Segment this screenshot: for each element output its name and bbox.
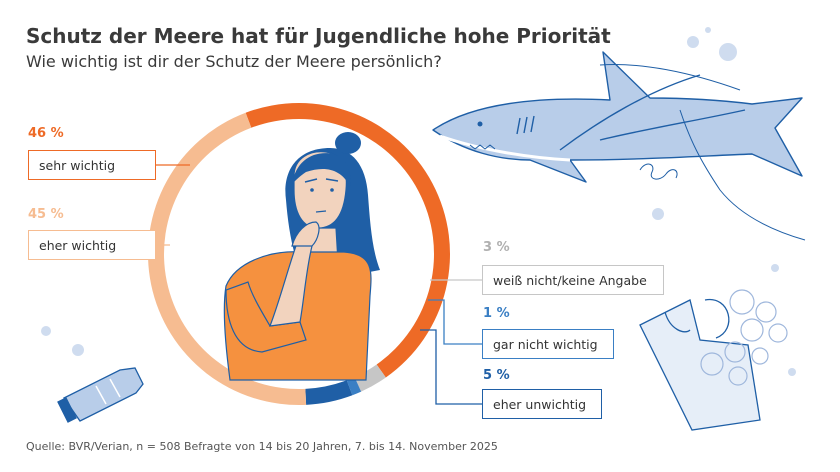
legend-box-eher-wichtig: eher wichtig	[28, 230, 156, 260]
legend-box-gar-nicht: gar nicht wichtig	[482, 329, 614, 359]
decorative-dots	[41, 27, 796, 376]
donut-slice-gar-nicht-wichtig	[346, 377, 362, 396]
donut-slice-eher-wichtig	[148, 112, 307, 405]
legend-box-sehr-wichtig: sehr wichtig	[28, 150, 156, 180]
data-label-gar-nicht: 1 %	[483, 306, 510, 321]
donut-chart	[148, 102, 451, 405]
person-thinking-icon	[223, 132, 380, 381]
source-note: Quelle: BVR/Verian, n = 508 Befragte von…	[26, 440, 498, 453]
shark-icon	[432, 51, 806, 241]
connector-eher-unwichtig	[420, 329, 482, 405]
chart-title: Schutz der Meere hat für Jugendliche hoh…	[26, 24, 611, 48]
connector-gar-nicht	[428, 299, 482, 345]
data-label-eher-unwichtig: 5 %	[483, 368, 510, 383]
plastic-bag-icon	[639, 289, 788, 431]
donut-slice-eher-unwichtig	[305, 380, 353, 405]
legend-box-weiss-nicht: weiß nicht/keine Angabe	[482, 265, 664, 295]
data-label-weiss-nicht: 3 %	[483, 240, 510, 255]
plastic-bottle-icon	[57, 367, 144, 423]
data-label-sehr-wichtig: 46 %	[28, 126, 64, 141]
donut-slice-weiß-nicht-keine-angabe	[354, 364, 386, 392]
chart-subtitle: Wie wichtig ist dir der Schutz der Meere…	[26, 52, 442, 71]
data-label-eher-wichtig: 45 %	[28, 207, 64, 222]
legend-box-eher-unwichtig: eher unwichtig	[482, 389, 602, 419]
